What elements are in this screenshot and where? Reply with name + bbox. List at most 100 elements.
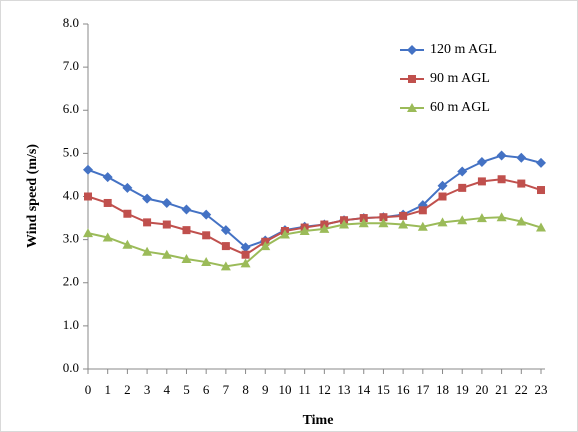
data-point	[181, 254, 192, 264]
data-point	[240, 242, 251, 253]
data-point	[437, 217, 448, 227]
data-point	[221, 242, 230, 251]
data-point	[497, 175, 506, 184]
data-point	[102, 172, 113, 183]
y-tick-label: 3.0	[63, 231, 79, 246]
y-tick-label: 0.0	[63, 360, 79, 375]
data-point	[438, 192, 447, 201]
legend-label: 120 m AGL	[430, 42, 497, 57]
x-tick-label: 11	[298, 382, 311, 397]
data-point	[84, 192, 92, 201]
x-tick-label: 13	[338, 382, 351, 397]
data-point	[143, 218, 152, 227]
data-point	[260, 241, 271, 251]
data-point	[83, 164, 93, 175]
data-point	[299, 226, 310, 235]
data-point	[181, 204, 192, 215]
x-tick-label: 10	[278, 382, 291, 397]
data-point	[537, 186, 545, 195]
data-point	[161, 197, 172, 208]
x-tick-label: 2	[124, 382, 131, 397]
legend-marker	[407, 45, 417, 55]
data-point	[122, 182, 133, 193]
data-point	[516, 216, 527, 226]
data-point	[240, 258, 251, 268]
x-axis-title: Time	[303, 413, 334, 428]
data-point	[123, 209, 132, 218]
data-point	[457, 215, 468, 225]
x-tick-label: 12	[318, 382, 331, 397]
data-point	[496, 150, 507, 161]
data-point	[339, 219, 350, 229]
legend-marker	[408, 75, 416, 83]
data-point	[202, 231, 211, 240]
x-tick-label: 20	[475, 382, 488, 397]
data-point	[319, 223, 330, 233]
data-point	[162, 220, 171, 229]
data-point	[103, 198, 112, 207]
data-point	[220, 225, 231, 236]
data-point	[161, 249, 172, 259]
data-point	[279, 229, 290, 239]
legend-label: 90 m AGL	[430, 71, 490, 86]
data-point	[358, 218, 369, 228]
x-tick-label: 3	[144, 382, 151, 397]
x-tick-label: 8	[242, 382, 249, 397]
series-line	[87, 216, 542, 268]
x-tick-label: 17	[416, 382, 430, 397]
x-tick-label: 6	[203, 382, 210, 397]
x-tick-label: 14	[357, 382, 371, 397]
data-point	[201, 257, 212, 267]
x-tick-label: 9	[262, 382, 269, 397]
data-point	[378, 218, 389, 228]
y-tick-label: 1.0	[63, 317, 79, 332]
x-tick-label: 16	[397, 382, 411, 397]
data-point	[496, 212, 507, 222]
x-tick-label: 4	[164, 382, 171, 397]
data-point	[418, 206, 427, 215]
y-tick-label: 4.0	[63, 187, 79, 202]
data-point	[142, 193, 153, 204]
data-point	[536, 157, 546, 168]
data-point	[457, 166, 468, 177]
data-point	[359, 214, 368, 223]
data-point	[142, 246, 153, 256]
x-tick-label: 21	[495, 382, 508, 397]
data-point	[517, 179, 526, 188]
data-point	[83, 228, 93, 238]
data-point	[477, 177, 486, 186]
x-tick-label: 0	[85, 382, 92, 397]
data-point	[476, 157, 487, 167]
data-point	[241, 250, 250, 259]
data-point	[536, 222, 546, 232]
data-point	[437, 180, 448, 191]
data-point	[516, 152, 527, 163]
y-tick-label: 6.0	[63, 101, 79, 116]
x-tick-label: 1	[104, 382, 111, 397]
data-point	[458, 183, 467, 192]
x-tick-label: 18	[436, 382, 449, 397]
data-point	[379, 213, 388, 222]
x-tick-label: 7	[223, 382, 230, 397]
data-point	[201, 209, 212, 220]
x-tick-label: 15	[377, 382, 390, 397]
y-tick-label: 8.0	[63, 15, 79, 30]
y-tick-label: 7.0	[63, 58, 79, 73]
y-tick-label: 5.0	[63, 144, 79, 159]
x-tick-label: 19	[456, 382, 469, 397]
data-point	[182, 226, 191, 235]
data-point	[399, 211, 408, 220]
data-point	[417, 221, 428, 231]
data-point	[220, 261, 231, 271]
data-point	[398, 219, 409, 229]
data-point	[122, 239, 133, 249]
y-tick-label: 2.0	[63, 274, 79, 289]
data-point	[476, 213, 487, 223]
x-tick-label: 5	[183, 382, 190, 397]
x-tick-label: 22	[515, 382, 528, 397]
legend-label: 60 m AGL	[430, 100, 490, 115]
y-axis-title: Wind speed (m/s)	[25, 144, 40, 248]
